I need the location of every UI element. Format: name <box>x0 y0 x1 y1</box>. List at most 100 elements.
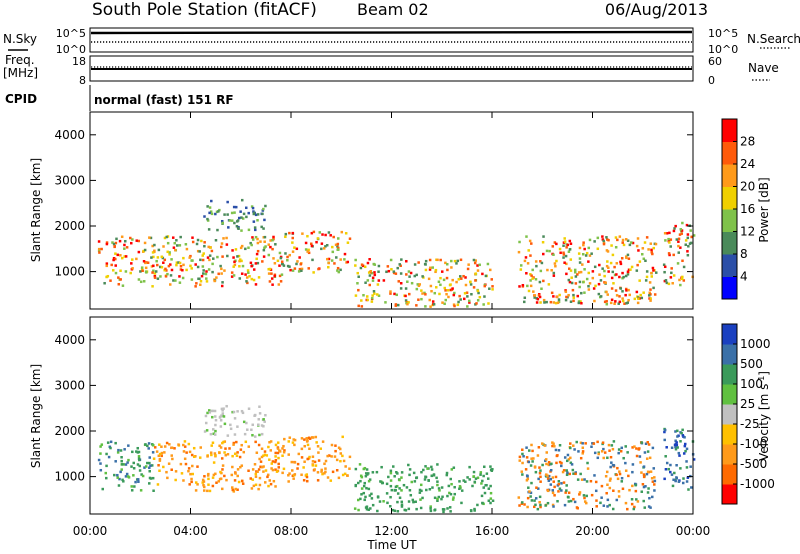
heatmap-cell <box>416 283 419 286</box>
heatmap-cell <box>569 461 573 465</box>
heatmap-cell <box>619 260 622 264</box>
nsearch-tick-top: 10^5 <box>708 27 738 40</box>
heatmap-cell <box>219 245 223 249</box>
heatmap-cell <box>555 461 558 465</box>
heatmap-cell <box>267 484 270 488</box>
heatmap-cell <box>177 261 180 264</box>
heatmap-cell <box>547 474 551 478</box>
heatmap-cell <box>357 275 360 279</box>
heatmap-cell <box>163 268 166 272</box>
heatmap-cell <box>175 263 178 267</box>
heatmap-cell <box>339 258 342 261</box>
heatmap-cell <box>678 278 681 282</box>
heatmap-cell <box>163 451 166 454</box>
heatmap-cell <box>446 289 450 292</box>
heatmap-cell <box>241 217 245 220</box>
heatmap-cell <box>428 488 432 491</box>
heatmap-cell <box>389 495 392 499</box>
heatmap-cell <box>558 444 562 447</box>
heatmap-cell <box>202 269 205 272</box>
heatmap-cell <box>306 457 309 461</box>
heatmap-cell <box>300 437 304 440</box>
heatmap-cell <box>240 409 244 413</box>
heatmap-cell <box>199 283 202 287</box>
heatmap-cell <box>230 211 234 215</box>
heatmap-cell <box>152 457 156 460</box>
heatmap-cell <box>521 461 524 465</box>
heatmap-cell <box>123 247 126 250</box>
heatmap-cell <box>367 271 371 274</box>
heatmap-cell <box>563 456 567 459</box>
heatmap-cell <box>105 476 108 480</box>
colorbar-tick-label: 12 <box>740 225 755 239</box>
heatmap-cell <box>551 245 555 248</box>
heatmap-cell <box>170 268 174 272</box>
heatmap-cell <box>587 284 590 288</box>
heatmap-cell <box>487 499 491 503</box>
heatmap-cell <box>207 245 210 249</box>
heatmap-cell <box>569 258 573 261</box>
heatmap-cell <box>256 261 260 265</box>
heatmap-cell <box>305 437 308 440</box>
heatmap-cell <box>337 237 340 240</box>
heatmap-cell <box>630 498 634 501</box>
heatmap-cell <box>389 469 393 473</box>
heatmap-cell <box>290 460 294 464</box>
heatmap-cell <box>262 207 265 211</box>
heatmap-cell <box>284 232 288 236</box>
heatmap-cell <box>119 254 122 257</box>
heatmap-cell <box>152 489 155 492</box>
heatmap-cell <box>324 245 327 248</box>
heatmap-cell <box>344 232 348 235</box>
heatmap-cell <box>521 473 524 476</box>
heatmap-cell <box>677 451 681 455</box>
heatmap-cell <box>487 302 490 305</box>
heatmap-cell <box>417 284 421 287</box>
heatmap-cell <box>306 439 309 442</box>
heatmap-cell <box>232 265 235 268</box>
heatmap-cell <box>196 265 200 269</box>
heatmap-cell <box>597 282 601 286</box>
heatmap-cell <box>317 267 320 271</box>
heatmap-cell <box>615 498 619 502</box>
heatmap-cell <box>690 486 693 489</box>
heatmap-cell <box>447 484 451 488</box>
heatmap-cell <box>530 274 533 277</box>
heatmap-cell <box>462 274 465 278</box>
heatmap-cell <box>268 280 272 283</box>
heatmap-cell <box>219 419 223 422</box>
heatmap-cell <box>554 448 558 452</box>
heatmap-cell <box>297 452 301 456</box>
heatmap-cell <box>164 267 167 271</box>
x-tick-label: 16:00 <box>475 524 510 538</box>
heatmap-cell <box>240 272 244 275</box>
heatmap-cell <box>153 274 157 278</box>
heatmap-cell <box>253 226 257 229</box>
heatmap-cell <box>200 239 203 243</box>
heatmap-cell <box>379 480 382 483</box>
heatmap-cell <box>647 294 651 297</box>
heatmap-cell <box>171 236 175 239</box>
heatmap-cell <box>208 254 212 257</box>
heatmap-cell <box>258 412 262 415</box>
heatmap-cell <box>310 244 314 248</box>
heatmap-cell <box>116 253 119 257</box>
heatmap-cell <box>681 259 684 263</box>
heatmap-cell <box>371 503 375 507</box>
heatmap-cell <box>460 277 463 280</box>
heatmap-cell <box>152 264 155 268</box>
heatmap-cell <box>685 447 689 451</box>
heatmap-cell <box>681 221 684 225</box>
heatmap-cell <box>489 491 493 495</box>
y-tick-label: 4000 <box>54 128 85 142</box>
heatmap-cell <box>343 472 347 476</box>
heatmap-cell <box>558 293 561 297</box>
heatmap-cell <box>225 404 228 408</box>
heatmap-cell <box>602 241 606 245</box>
y-tick-label: 3000 <box>54 378 85 392</box>
heatmap-cell <box>463 297 466 301</box>
heatmap-cell <box>581 263 584 266</box>
heatmap-cell <box>632 507 636 511</box>
heatmap-cell <box>644 485 647 488</box>
heatmap-cell <box>631 446 634 449</box>
